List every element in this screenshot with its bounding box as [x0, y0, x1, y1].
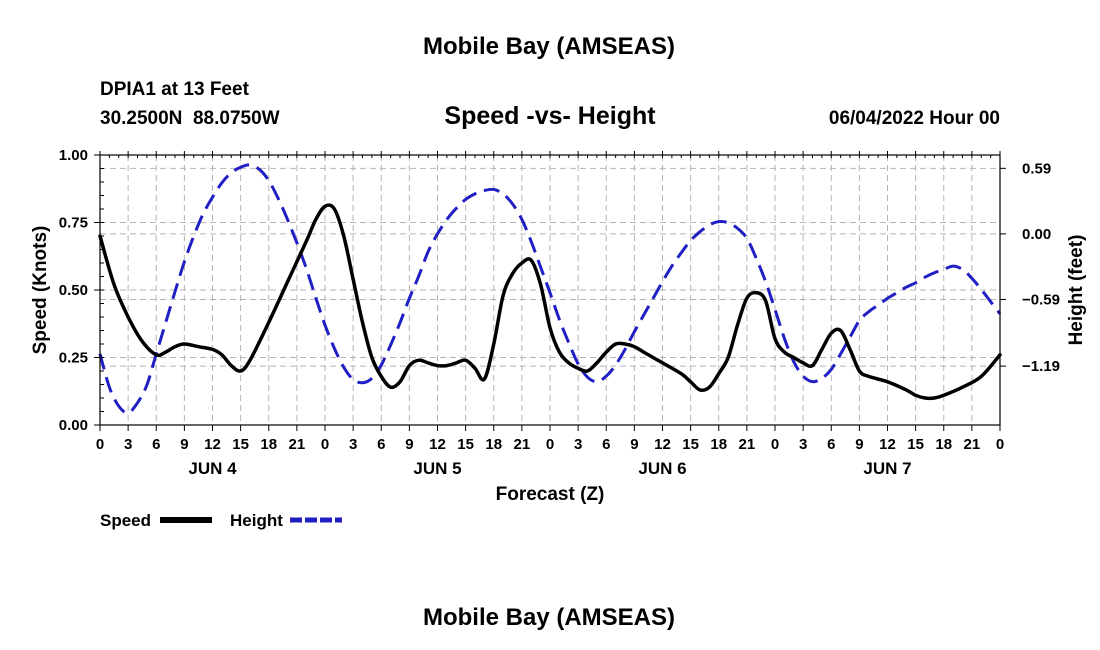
x-axis-label: Forecast (Z)	[496, 484, 605, 505]
x-tick-label: 18	[260, 436, 277, 453]
x-tick-label: 9	[855, 436, 863, 453]
x-tick-label: 0	[996, 436, 1004, 453]
chart-title: Speed -vs- Height	[444, 102, 656, 130]
x-tick-label: 15	[682, 436, 699, 453]
x-tick-label: 0	[96, 436, 104, 453]
x-tick-label: 12	[429, 436, 446, 453]
x-tick-label: 15	[457, 436, 474, 453]
x-tick-label: 15	[232, 436, 249, 453]
y-left-tick-label: 0.25	[59, 350, 88, 367]
legend-height-label: Height	[230, 511, 283, 530]
series-layer	[98, 163, 1002, 415]
x-tick-label: 3	[124, 436, 132, 453]
x-tick-label: 18	[710, 436, 727, 453]
x-tick-label: 9	[630, 436, 638, 453]
x-tick-label: 6	[827, 436, 835, 453]
x-tick-label: 6	[152, 436, 160, 453]
x-tick-label: 15	[907, 436, 924, 453]
day-label: JUN 4	[188, 459, 237, 478]
chart-footer-title: Mobile Bay (AMSEAS)	[423, 604, 675, 631]
x-tick-label: 21	[739, 436, 756, 453]
x-tick-label: 12	[654, 436, 671, 453]
y-right-tick-label: 0.59	[1022, 160, 1051, 177]
y-left-tick-label: 0.00	[59, 417, 88, 434]
day-label: JUN 6	[638, 459, 686, 478]
x-tick-label: 21	[964, 436, 981, 453]
axis-ticks	[94, 151, 1006, 431]
speed-series-line	[98, 203, 1002, 401]
y-right-tick-label: −0.59	[1022, 291, 1060, 308]
x-tick-label: 12	[204, 436, 221, 453]
day-label: JUN 5	[413, 459, 461, 478]
left-axis-label: Speed (Knots)	[30, 226, 51, 355]
x-tick-label: 21	[289, 436, 306, 453]
y-left-tick-label: 1.00	[59, 147, 88, 164]
station-name: DPIA1 at 13 Feet	[100, 79, 250, 100]
x-tick-label: 9	[180, 436, 188, 453]
y-right-tick-label: 0.00	[1022, 226, 1051, 243]
x-tick-label: 0	[771, 436, 779, 453]
station-coordinates: 30.2500N 88.0750W	[100, 108, 280, 129]
y-right-tick-label: −1.19	[1022, 358, 1060, 375]
grid-lines	[100, 155, 1000, 425]
x-tick-label: 18	[935, 436, 952, 453]
x-tick-label: 18	[485, 436, 502, 453]
day-label: JUN 7	[863, 459, 911, 478]
chart-header-title: Mobile Bay (AMSEAS)	[423, 33, 675, 60]
height-series-line	[98, 163, 1002, 415]
x-tick-label: 3	[349, 436, 357, 453]
right-axis-label: Height (feet)	[1066, 235, 1087, 346]
y-left-tick-label: 0.75	[59, 215, 88, 232]
x-tick-label: 21	[514, 436, 531, 453]
legend: Speed Height	[100, 511, 342, 530]
x-tick-label: 0	[321, 436, 329, 453]
x-tick-label: 9	[405, 436, 413, 453]
x-tick-label: 3	[799, 436, 807, 453]
x-tick-label: 3	[574, 436, 582, 453]
x-tick-label: 6	[377, 436, 385, 453]
x-tick-label: 12	[879, 436, 896, 453]
forecast-datetime: 06/04/2022 Hour 00	[829, 108, 1000, 129]
x-tick-label: 0	[546, 436, 554, 453]
legend-speed-label: Speed	[100, 511, 151, 530]
x-tick-label: 6	[602, 436, 610, 453]
y-left-tick-label: 0.50	[59, 282, 88, 299]
